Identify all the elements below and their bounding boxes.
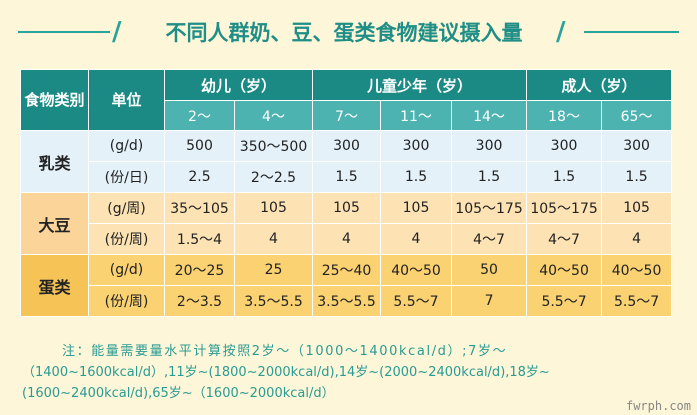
title-divider-left	[18, 31, 110, 33]
header-age: 18～	[526, 100, 603, 131]
value-cell: 300	[380, 130, 453, 162]
value-cell: 50	[451, 254, 528, 286]
title-divider-right	[584, 31, 679, 33]
value-cell: 1.5	[526, 161, 603, 193]
title-slash-right: /	[556, 17, 566, 47]
header-food-category: 食物类别	[20, 69, 89, 131]
value-cell: 4	[601, 223, 673, 255]
value-cell: 20～25	[164, 254, 235, 286]
value-cell: 300	[601, 130, 673, 162]
unit-cell: (g/d)	[88, 130, 165, 162]
value-cell: 40～50	[380, 254, 453, 286]
value-cell: 3.5～5.5	[233, 285, 314, 317]
table-row: 大豆 (g/周) 35～105 105 105 105 105～175 105～…	[20, 192, 673, 255]
footnote-line: （1400~1600kcal/d）,11岁~(1800~2000kcal/d),…	[22, 365, 550, 380]
title-slash-left: /	[112, 17, 122, 47]
value-cell: 7	[451, 285, 528, 317]
table-row: 蛋类 (g/d) 20～25 25 25～40 40～50 50 40～50 4…	[20, 254, 673, 317]
title-bar: / 不同人群奶、豆、蛋类食物建议摄入量 /	[0, 0, 697, 64]
value-cell: 3.5～5.5	[312, 285, 382, 317]
value-cell: 4	[380, 223, 453, 255]
header-unit: 单位	[88, 69, 165, 131]
value-cell: 5.5～7	[601, 285, 673, 317]
value-cell: 25～40	[312, 254, 382, 286]
header-age: 65～	[601, 100, 673, 131]
footnote-line: 注：能量需要量水平计算按照2岁～（1000～1400kcal/d）;7岁～	[62, 344, 508, 359]
value-cell: 4～7	[451, 223, 528, 255]
value-cell: 105～175	[526, 192, 603, 224]
value-cell: 300	[312, 130, 382, 162]
unit-cell: (g/d)	[88, 254, 165, 286]
value-cell: 1.5～4	[164, 223, 235, 255]
value-cell: 1.5	[380, 161, 453, 193]
header-age: 4～	[233, 100, 314, 131]
value-cell: 105	[233, 192, 314, 224]
value-cell: 4	[312, 223, 382, 255]
value-cell: 2～2.5	[233, 161, 314, 193]
value-cell: 5.5～7	[526, 285, 603, 317]
value-cell: 1.5	[601, 161, 673, 193]
value-cell: 105～175	[451, 192, 528, 224]
food-category-milk: 乳类	[20, 130, 89, 193]
value-cell: 2.5	[164, 161, 235, 193]
table-row: 乳类 (g/d) 500 350～500 300 300 300 300 300	[20, 130, 673, 193]
food-category-egg: 蛋类	[20, 254, 89, 317]
header-group-children: 儿童少年（岁）	[312, 69, 528, 101]
value-cell: 105	[601, 192, 673, 224]
value-cell: 300	[526, 130, 603, 162]
page-title: 不同人群奶、豆、蛋类食物建议摄入量	[165, 21, 523, 45]
header-age: 14～	[451, 100, 528, 131]
food-category-soy: 大豆	[20, 192, 89, 255]
table-row: (份/日) 2.5 2～2.5 1.5 1.5 1.5 1.5 1.5	[21, 161, 673, 193]
value-cell: 5.5～7	[380, 285, 453, 317]
unit-cell: (份/日)	[88, 161, 165, 193]
header-group-adult: 成人（岁）	[526, 69, 673, 101]
value-cell: 500	[164, 130, 235, 162]
header-age: 11～	[380, 100, 453, 131]
footnote-line: (1600~2400kcal/d),65岁~（1600~2000kcal/d）	[22, 386, 335, 401]
value-cell: 300	[451, 130, 528, 162]
value-cell: 4	[233, 223, 314, 255]
footnote: 注：能量需要量水平计算按照2岁～（1000～1400kcal/d）;7岁～ （1…	[22, 341, 677, 404]
unit-cell: (g/周)	[88, 192, 165, 224]
table-row: (份/周) 1.5～4 4 4 4 4～7 4～7 4	[21, 223, 673, 255]
watermark: fwrph.com	[625, 399, 691, 413]
value-cell: 350～500	[233, 130, 314, 162]
unit-cell: (份/周)	[88, 223, 165, 255]
value-cell: 1.5	[451, 161, 528, 193]
value-cell: 40～50	[526, 254, 603, 286]
unit-cell: (份/周)	[88, 285, 165, 317]
header-age: 7～	[312, 100, 382, 131]
value-cell: 2～3.5	[164, 285, 235, 317]
value-cell: 4～7	[526, 223, 603, 255]
value-cell: 25	[233, 254, 314, 286]
value-cell: 105	[380, 192, 453, 224]
value-cell: 105	[312, 192, 382, 224]
value-cell: 35～105	[164, 192, 235, 224]
value-cell: 40～50	[601, 254, 673, 286]
header-age: 2～	[164, 100, 235, 131]
intake-table: 食物类别 单位 幼儿（岁） 儿童少年（岁） 成人（岁） 2～ 4～ 7～ 11～…	[20, 69, 673, 317]
table-row: (份/周) 2～3.5 3.5～5.5 3.5～5.5 5.5～7 7 5.5～…	[21, 285, 673, 317]
value-cell: 1.5	[312, 161, 382, 193]
header-group-toddler: 幼儿（岁）	[163, 69, 314, 101]
